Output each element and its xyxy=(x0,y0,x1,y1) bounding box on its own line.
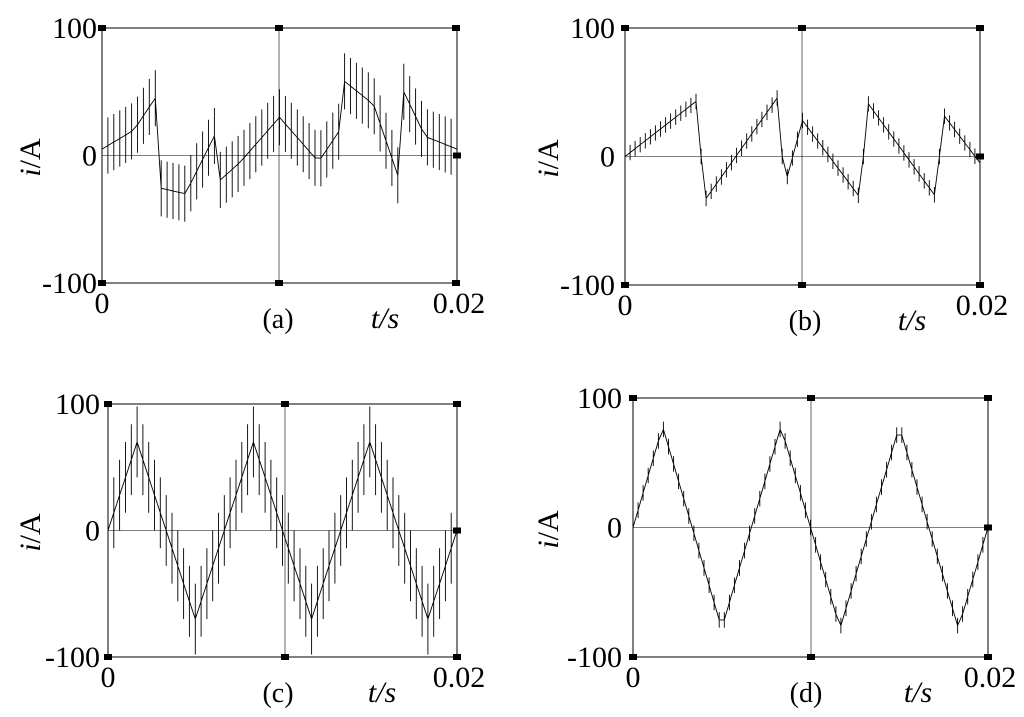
x-axis-label: t/s xyxy=(371,302,399,335)
frame-marker xyxy=(452,280,460,286)
x-tick-label: 0 xyxy=(626,661,641,694)
y-axis-label: i/A xyxy=(532,139,565,178)
y-tick-label: 100 xyxy=(55,388,100,421)
y-tick-label: -100 xyxy=(42,267,97,300)
x-tick-label: 0.02 xyxy=(433,287,486,320)
x-tick-label: 0 xyxy=(95,287,110,320)
x-axis-label: t/s xyxy=(898,304,926,337)
y-tick-label: 0 xyxy=(600,141,615,174)
frame-marker xyxy=(281,654,289,660)
frame-marker xyxy=(984,395,992,401)
frame-marker xyxy=(275,280,283,286)
panel-label: (b) xyxy=(789,306,822,337)
frame-marker xyxy=(621,25,629,31)
current-waveform xyxy=(624,90,981,207)
frame-marker xyxy=(976,282,984,288)
x-tick-label: 0.02 xyxy=(956,289,1009,322)
frame-marker xyxy=(984,654,992,660)
x-axis-label: t/s xyxy=(368,676,396,709)
frame-marker xyxy=(275,25,283,31)
y-axis-label: i/A xyxy=(14,513,47,552)
frame-marker xyxy=(281,401,289,407)
frame-marker xyxy=(98,280,106,286)
frame-marker xyxy=(807,654,815,660)
frame-marker xyxy=(976,25,984,31)
y-tick-label: 0 xyxy=(607,512,622,545)
frame-marker xyxy=(104,401,112,407)
frame-marker xyxy=(629,654,637,660)
current-waveform xyxy=(632,421,989,634)
frame-marker xyxy=(807,395,815,401)
frame-marker xyxy=(453,401,461,407)
x-tick-label: 0 xyxy=(101,661,116,694)
x-tick-label: 0 xyxy=(618,289,633,322)
frame-marker xyxy=(453,654,461,660)
y-axis-label: i/A xyxy=(14,138,47,177)
y-tick-label: 100 xyxy=(577,382,622,415)
y-tick-label: 100 xyxy=(570,12,615,45)
frame-marker xyxy=(629,395,637,401)
current-waveform xyxy=(101,53,458,222)
frame-marker xyxy=(104,654,112,660)
panel-label: (d) xyxy=(790,678,823,709)
frame-marker xyxy=(621,282,629,288)
x-tick-label: 0.02 xyxy=(433,661,486,694)
x-axis-label: t/s xyxy=(904,676,932,709)
panel-label: (c) xyxy=(262,678,293,709)
y-axis-label: i/A xyxy=(532,510,565,549)
frame-marker xyxy=(98,25,106,31)
y-tick-label: 100 xyxy=(52,12,97,45)
x-tick-label: 0.02 xyxy=(964,661,1017,694)
y-tick-label: 0 xyxy=(85,515,100,548)
y-tick-label: -100 xyxy=(560,269,615,302)
y-tick-label: -100 xyxy=(567,641,622,674)
panel-label: (a) xyxy=(262,304,293,335)
y-tick-label: 0 xyxy=(82,140,97,173)
current-waveform xyxy=(107,406,458,655)
frame-marker xyxy=(798,282,806,288)
y-tick-label: -100 xyxy=(45,641,100,674)
frame-marker xyxy=(452,25,460,31)
frame-marker xyxy=(798,25,806,31)
